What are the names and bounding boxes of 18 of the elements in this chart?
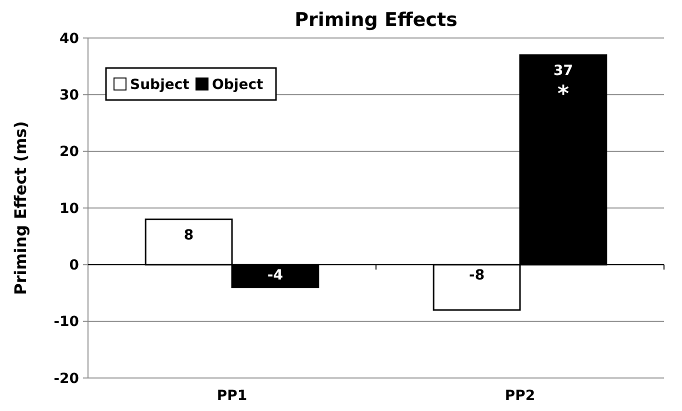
y-axis-title: Priming Effect (ms) [11, 121, 30, 295]
x-tick-label: PP1 [216, 388, 248, 404]
y-tick-label: 20 [60, 144, 80, 160]
y-tick-label: 0 [69, 258, 80, 274]
y-tick-label: -20 [54, 370, 80, 387]
y-tick-label: 30 [60, 88, 80, 104]
data-label: 37 [553, 63, 573, 79]
y-tick-label: 40 [60, 30, 80, 47]
legend-label: Subject [130, 76, 190, 93]
legend-label: Object [212, 76, 264, 93]
chart-title: Priming Effects [294, 9, 458, 31]
y-tick-label: 10 [60, 200, 80, 217]
data-label: 8 [184, 227, 194, 244]
y-tick-label: -10 [54, 314, 80, 330]
data-label: -8 [469, 268, 485, 284]
x-tick-label: PP2 [504, 388, 536, 404]
annotation: * [557, 82, 570, 107]
data-label: -4 [267, 268, 284, 284]
